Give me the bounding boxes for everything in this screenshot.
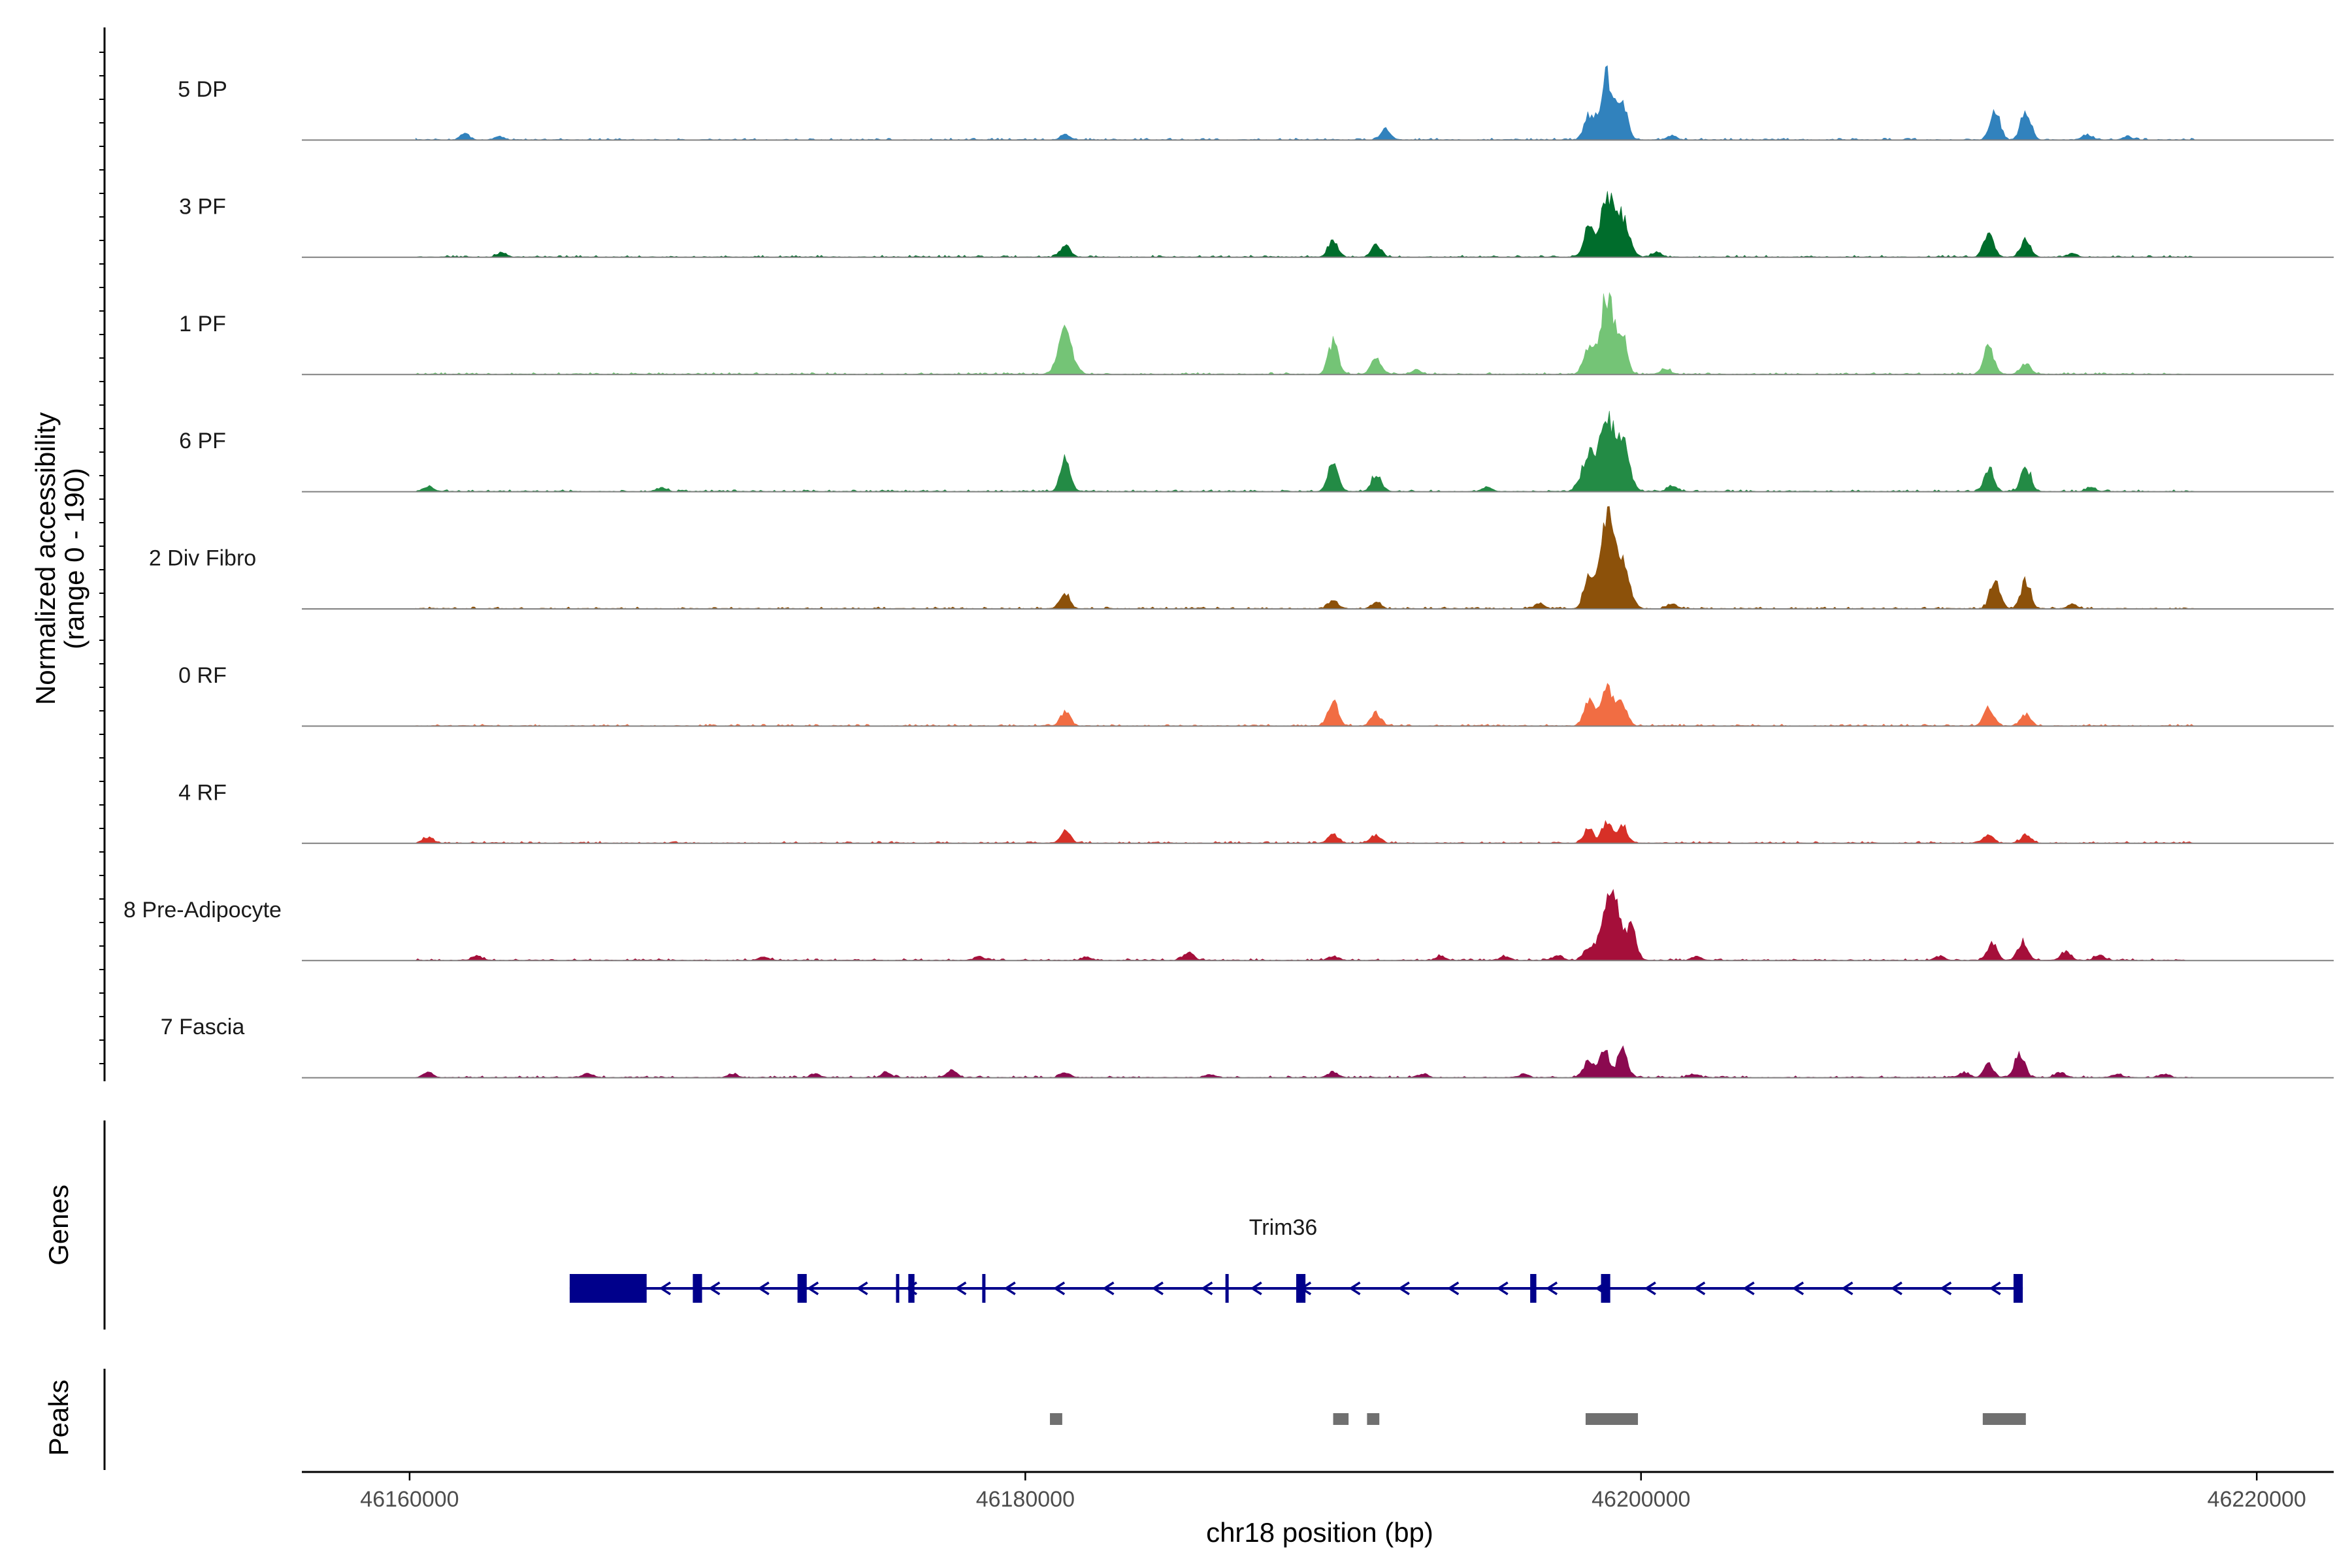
y-axis-title-line2: (range 0 - 190) [59, 468, 90, 649]
strand-arrow [708, 1281, 721, 1296]
strand-arrow [1545, 1281, 1558, 1296]
genes-panel-title: Genes [43, 1184, 74, 1266]
peaks-panel-title: Peaks [43, 1380, 74, 1456]
strand-arrow [757, 1281, 770, 1296]
strand-arrow [1053, 1281, 1066, 1296]
peak-region [1333, 1413, 1349, 1425]
gene-panel: Trim36 [103, 1120, 2023, 1330]
coverage-area [416, 683, 2196, 727]
coverage-tracks: 5 DP 3 PF 1 PF 6 PF 2 Div Fibro 0 RF 4 RF 8 Pre… [99, 27, 2334, 1081]
gene-exon [982, 1274, 986, 1303]
x-tick-label: 46200000 [1592, 1487, 1690, 1512]
strand-arrow [1201, 1281, 1213, 1296]
gene-exon [1296, 1274, 1306, 1303]
peak-region [1982, 1413, 2026, 1425]
track-label: 2 Div Fibro [149, 546, 256, 571]
peak-region [1050, 1413, 1062, 1425]
coverage-area [416, 506, 2196, 610]
strand-arrow [806, 1281, 819, 1296]
strand-arrow [1693, 1281, 1706, 1296]
track-label: 8 Pre-Adipocyte [123, 898, 282, 923]
gene-exon [693, 1274, 702, 1303]
strand-arrow [1397, 1281, 1410, 1296]
strand-arrow [1841, 1281, 1854, 1296]
peak-region [1367, 1413, 1380, 1425]
strand-arrow [1151, 1281, 1164, 1296]
track-label: 1 PF [179, 312, 226, 336]
strand-arrow [1348, 1281, 1361, 1296]
strand-arrow [1496, 1281, 1509, 1296]
gene-exon [797, 1274, 807, 1303]
gene-exon [896, 1274, 900, 1303]
strand-arrow [1742, 1281, 1755, 1296]
strand-arrow [1004, 1281, 1016, 1296]
coverage-area [416, 191, 2196, 258]
strand-arrow [1250, 1281, 1262, 1296]
coverage-area [416, 1045, 2196, 1078]
strand-arrow [1644, 1281, 1656, 1296]
strand-arrow [1447, 1281, 1460, 1296]
gene-exon [1225, 1274, 1229, 1303]
coverage-area [416, 889, 2196, 961]
strand-arrow [856, 1281, 868, 1296]
gene-name-label: Trim36 [1249, 1215, 1318, 1240]
strand-arrow [1791, 1281, 1805, 1296]
track-label: 4 RF [178, 780, 227, 805]
y-axis-title-line1: Normalized accessibility [30, 412, 61, 705]
strand-arrow [1940, 1281, 1952, 1296]
strand-arrow [1890, 1281, 1903, 1296]
coverage-area [416, 410, 2196, 492]
track-label: 3 PF [179, 194, 226, 219]
strand-arrow [659, 1281, 671, 1296]
peak-region [1585, 1413, 1639, 1425]
peak-panel [103, 1369, 2026, 1470]
x-axis-title: chr18 position (bp) [1206, 1517, 1433, 1548]
strand-arrow [1989, 1281, 2001, 1296]
gene-exon [1530, 1274, 1537, 1303]
strand-arrow [1102, 1281, 1115, 1296]
x-tick-label: 46220000 [2208, 1487, 2306, 1512]
gene-exon [2013, 1274, 2023, 1303]
x-tick-label: 46160000 [360, 1487, 459, 1512]
track-label: 7 Fascia [161, 1015, 245, 1039]
coverage-area [416, 820, 2196, 844]
x-tick-label: 46180000 [976, 1487, 1075, 1512]
gene-exon [1601, 1274, 1610, 1303]
coverage-area [416, 65, 2196, 140]
track-label: 6 PF [179, 429, 226, 453]
track-label: 5 DP [178, 77, 227, 102]
coverage-area [416, 292, 2196, 375]
x-axis: 46160000 46180000 46200000 46220000 [302, 1471, 2334, 1512]
strand-arrow [955, 1281, 967, 1296]
gene-exon [908, 1274, 915, 1303]
gene-exon [569, 1274, 647, 1303]
track-label: 0 RF [178, 663, 227, 688]
